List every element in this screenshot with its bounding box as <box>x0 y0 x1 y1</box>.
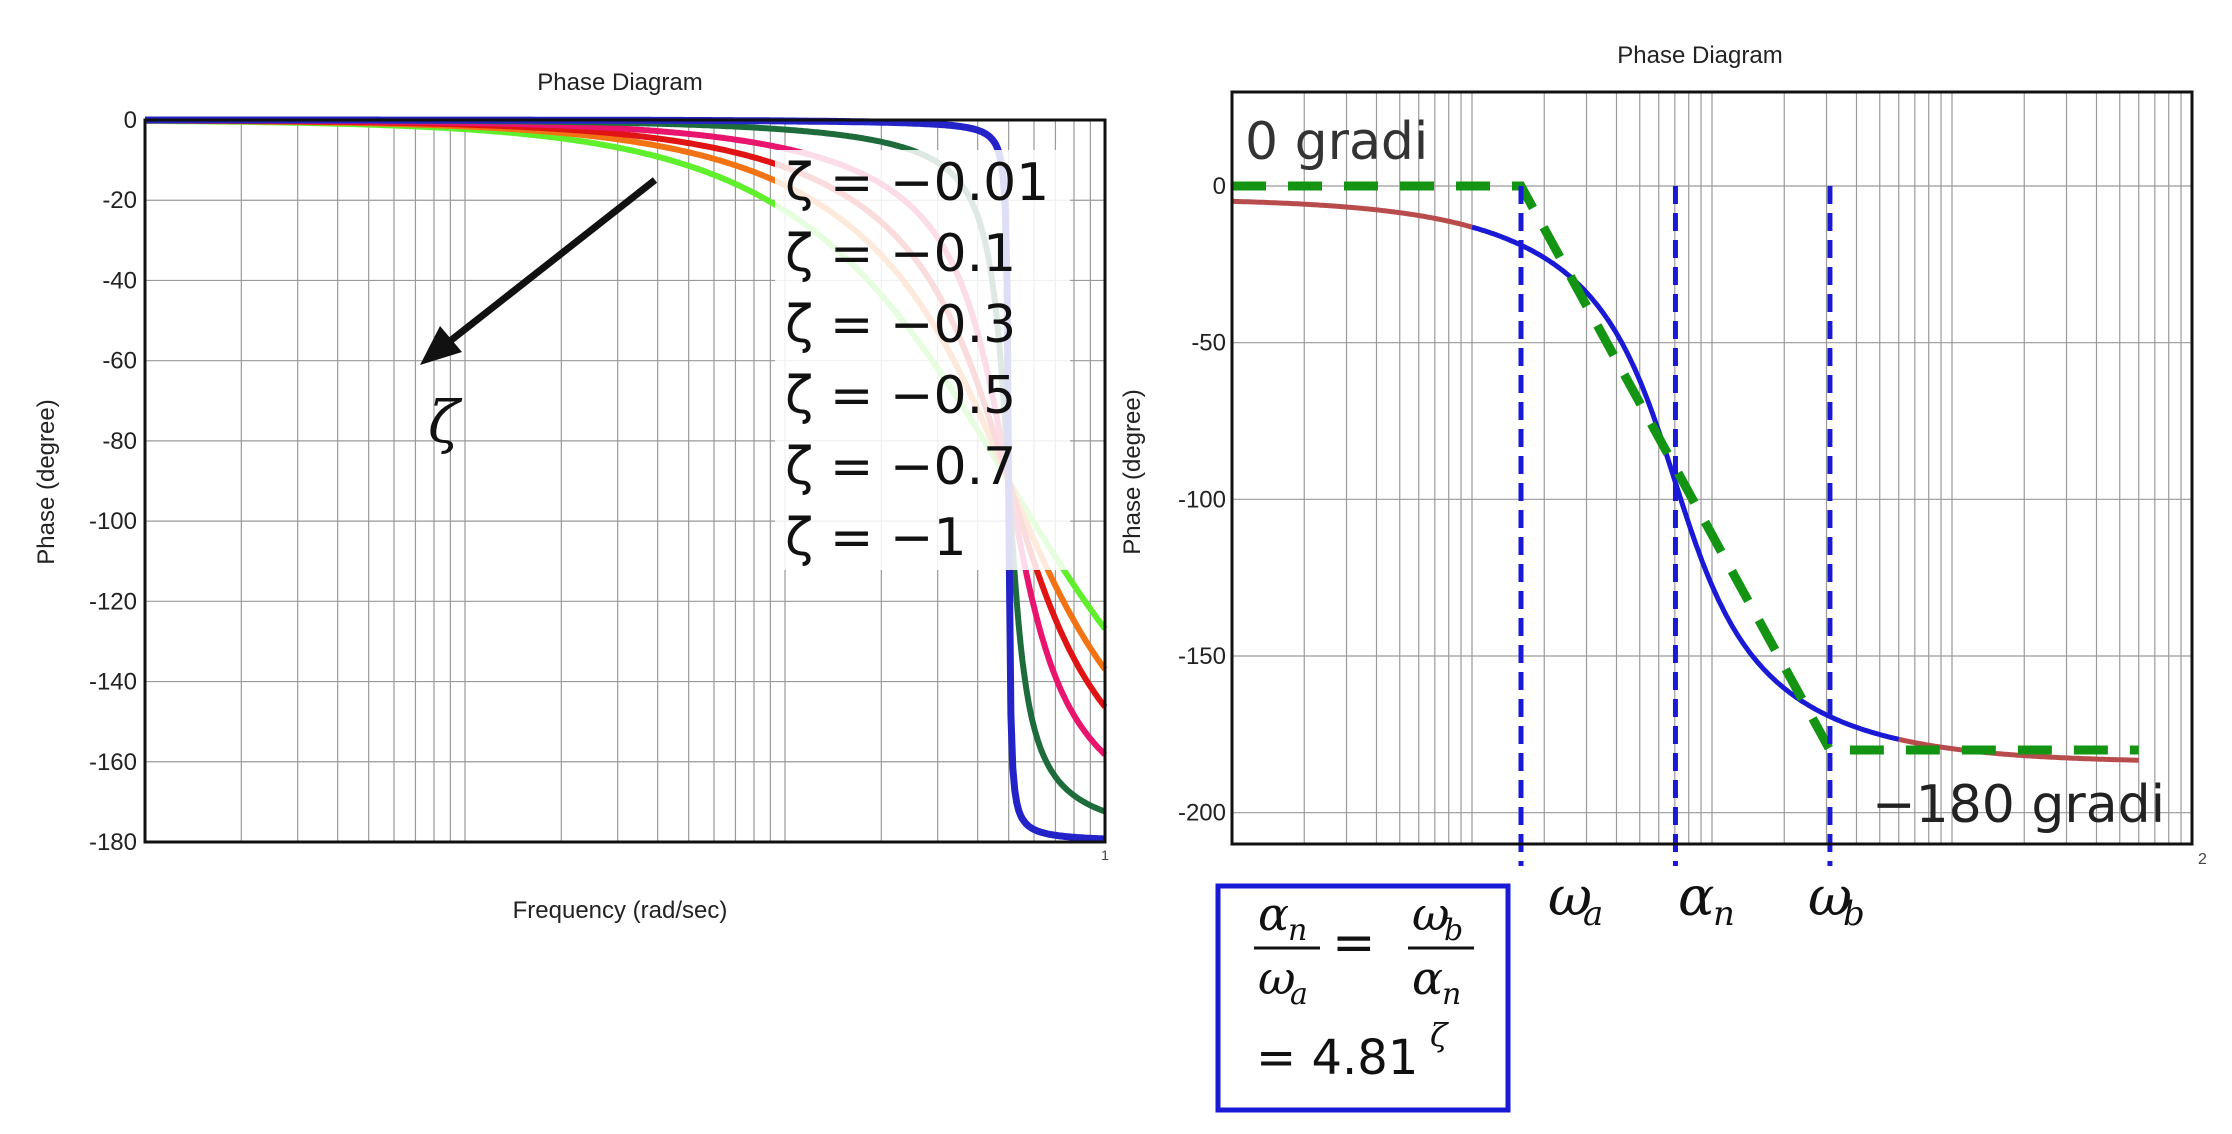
left-y-tick-label: -100 <box>89 508 137 535</box>
formula-value: = 4.81 <box>1256 1030 1418 1086</box>
formula-den2: α <box>1412 951 1443 1005</box>
left-y-tick-label: 0 <box>124 107 137 134</box>
left-legend-entry: ζ = −0.1 <box>785 224 1016 284</box>
right-y-axis-label: Phase (degree) <box>1119 389 1146 554</box>
left-phase-chart: Phase Diagram 0 -20 -40 -60 -80 -100 -120 -140 -… <box>33 69 1109 924</box>
right-grid <box>1232 92 2192 844</box>
formula-exponent: ζ <box>1430 1016 1449 1054</box>
left-legend: ζ = −0.01 ζ = −0.1 ζ = −0.3 ζ = −0.5 ζ = −0.… <box>775 150 1070 570</box>
right-plot-frame <box>1230 90 2194 846</box>
zero-gradi-label: 0 gradi <box>1245 112 1428 172</box>
alpha-n-subscript: n <box>1713 894 1735 934</box>
formula-num1: α <box>1258 887 1289 941</box>
left-legend-entry: ζ = −0.7 <box>785 437 1016 497</box>
left-y-tick-label: -40 <box>102 267 137 294</box>
left-chart-title: Phase Diagram <box>537 69 702 96</box>
left-legend-entry: ζ = −0.01 <box>785 153 1049 213</box>
left-x-axis-label: Frequency (rad/sec) <box>513 897 728 924</box>
omega-a-label: ω a <box>1548 865 1603 934</box>
omega-b-subscript: b <box>1843 894 1865 934</box>
right-y-tick-label: -100 <box>1178 486 1226 513</box>
right-y-ticks: 0 -50 -100 -150 -200 <box>1178 173 1226 827</box>
left-x-tick-label: 1 <box>1101 847 1109 863</box>
omega-a-subscript: a <box>1583 894 1603 934</box>
left-y-tick-label: -160 <box>89 749 137 776</box>
left-y-tick-label: -120 <box>89 588 137 615</box>
left-y-axis-label: Phase (degree) <box>33 399 60 564</box>
right-y-tick-label: 0 <box>1213 173 1226 200</box>
right-y-tick-label: -200 <box>1178 800 1226 827</box>
right-x-tick-label: 2 <box>2198 851 2207 868</box>
alpha-n-symbol: α <box>1678 865 1714 928</box>
left-legend-entry: ζ = −1 <box>785 508 967 568</box>
alpha-n-label: α n <box>1678 865 1735 934</box>
right-series-group <box>1232 181 2139 866</box>
left-x-ticks: 1 <box>1101 847 1109 863</box>
right-x-ticks: 2 <box>2198 851 2207 868</box>
left-legend-entry: ζ = −0.5 <box>785 366 1016 426</box>
minus-180-gradi-label: −180 gradi <box>1872 775 2165 835</box>
formula-num1-sub: n <box>1288 913 1307 948</box>
left-y-tick-label: -140 <box>89 669 137 696</box>
left-plot-frame <box>143 118 1107 844</box>
left-legend-bg <box>775 150 1070 570</box>
omega-b-symbol: ω <box>1808 865 1852 928</box>
left-legend-entry: ζ = −0.3 <box>785 295 1016 355</box>
formula-equals: = <box>1332 913 1376 973</box>
formula-num2: ω <box>1412 887 1450 941</box>
left-y-tick-label: -60 <box>102 348 137 375</box>
left-zeta-arrow <box>420 177 658 365</box>
omega-b-label: ω b <box>1808 865 1865 934</box>
right-asymptote-line <box>1232 181 2139 755</box>
left-y-ticks: 0 -20 -40 -60 -80 -100 -120 -140 -160 -180 <box>89 107 137 856</box>
formula-box-frame <box>1215 883 1511 1113</box>
formula-den2-sub: n <box>1442 977 1461 1012</box>
right-y-tick-label: -50 <box>1191 330 1226 357</box>
omega-a-symbol: ω <box>1548 865 1592 928</box>
left-y-tick-label: -80 <box>102 428 137 455</box>
right-chart-title: Phase Diagram <box>1617 42 1782 69</box>
right-phase-chart: Phase Diagram 0 -50 -100 -150 -200 2 Phase (… <box>1119 42 2207 1113</box>
formula-den1: ω <box>1258 951 1296 1005</box>
right-curve-low-tail <box>1232 198 1473 230</box>
formula-num2-sub: b <box>1444 913 1463 948</box>
formula-box: α n ω a = ω b α n = 4.81 ζ <box>1215 883 1511 1113</box>
right-y-tick-label: -150 <box>1178 643 1226 670</box>
left-arrow-zeta-label: ζ <box>428 388 463 456</box>
formula-den1-sub: a <box>1290 977 1308 1012</box>
left-y-tick-label: -180 <box>89 829 137 856</box>
left-y-tick-label: -20 <box>102 187 137 214</box>
